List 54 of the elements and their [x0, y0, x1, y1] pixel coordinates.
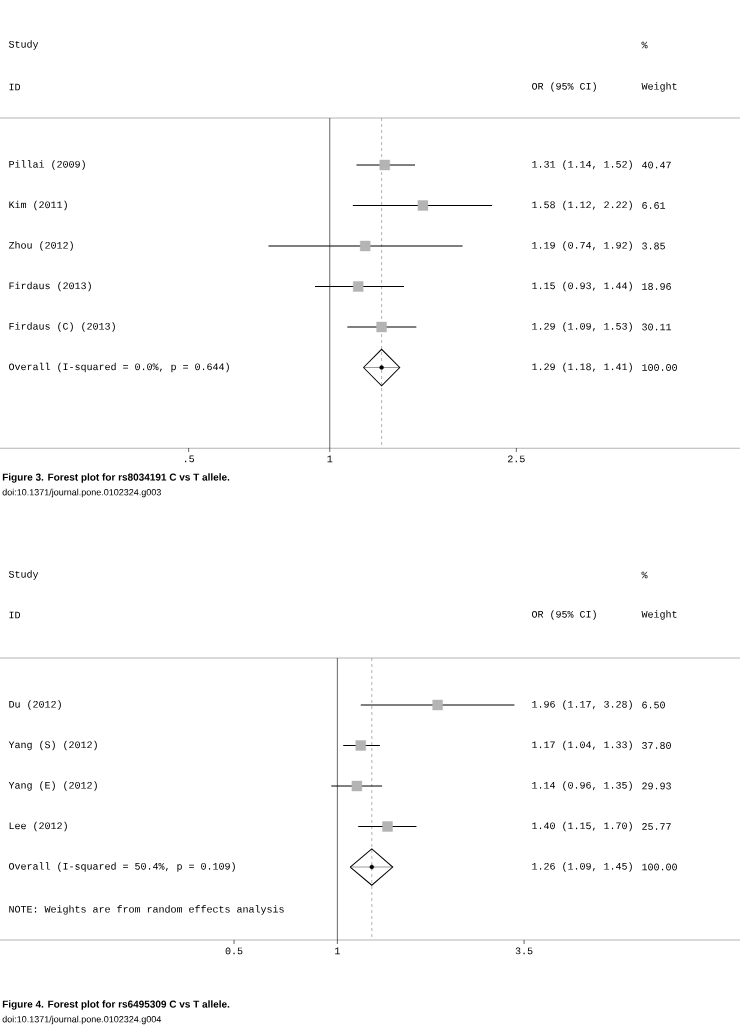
text: Figure 3. Forest plot for rs8034191 C vs T allele. — [2, 473, 230, 483]
text: Weight — [641, 610, 677, 620]
annotation: 1.31 (1.14, 1.52) — [532, 160, 632, 170]
text: Weight — [641, 82, 677, 92]
category-label: Du (2012) — [9, 700, 61, 710]
annotation: 1.29 (1.18, 1.41) — [532, 362, 632, 373]
x-tick-label: 1 — [335, 947, 340, 955]
category-label: Pillai (2009) — [9, 160, 85, 170]
text: Study — [8, 570, 39, 580]
category-label: Yang (S) (2012) — [8, 740, 97, 751]
text: Figure 4. Forest plot for rs6495309 C vs T allele. — [2, 1000, 230, 1010]
category-label: Kim (2011) — [9, 200, 67, 211]
text: Study — [8, 40, 39, 50]
annotation: 18.96 — [642, 283, 671, 290]
x-tick-label: .5 — [185, 455, 194, 463]
x-tick-label: 3.5 — [515, 947, 533, 955]
x-tick-label: 1 — [327, 455, 333, 463]
category-label: Overall (I-squared = 50.4%, p = 0.109) — [9, 862, 235, 872]
annotation: 3.85 — [642, 242, 665, 250]
text: doi:10.1371/journal.pone.0102324.g004 — [2, 1015, 162, 1025]
text: OR (95% CI) — [532, 82, 596, 92]
category-label: Firdaus (2013) — [9, 281, 91, 292]
text: doi:10.1371/journal.pone.0102324.g003 — [2, 488, 161, 498]
x-tick-label: 2.5 — [508, 455, 525, 463]
category-label: Overall (I-squared = 0.0%, p = 0.644) — [9, 362, 229, 373]
text: % — [641, 571, 648, 579]
annotation: 1.17 (1.04, 1.33) — [532, 740, 632, 751]
text: OR (95% CI) — [532, 610, 596, 620]
category-label: Yang (E) (2012) — [8, 781, 97, 791]
annotation: 1.96 (1.17, 3.28) — [532, 700, 632, 710]
annotation: 1.15 (0.93, 1.44) — [532, 281, 632, 292]
text: % — [641, 41, 648, 49]
category-label: Firdaus (C) (2013) — [9, 322, 115, 332]
annotation: 6.50 — [642, 701, 665, 709]
annotation: 25.77 — [642, 823, 671, 830]
annotation: 6.61 — [642, 202, 666, 209]
x-tick-label: 0.5 — [225, 947, 243, 955]
annotation: 37.80 — [642, 742, 671, 749]
annotation: 1.14 (0.96, 1.35) — [532, 781, 632, 791]
annotation: 1.19 (0.74, 1.92) — [532, 241, 632, 251]
text: ID — [9, 83, 21, 91]
category-label: Zhou (2012) — [8, 241, 73, 251]
text: NOTE: Weights are from random effects analysis — [9, 905, 284, 915]
annotation: 29.93 — [642, 782, 671, 790]
annotation: 100.00 — [642, 863, 677, 871]
annotation: 100.00 — [642, 364, 677, 371]
annotation: 40.47 — [642, 161, 671, 169]
category-label: Lee (2012) — [9, 821, 67, 832]
annotation: 1.58 (1.12, 2.22) — [532, 200, 632, 211]
annotation: 1.29 (1.09, 1.53) — [532, 322, 632, 332]
annotation: 1.40 (1.15, 1.70) — [532, 821, 632, 832]
annotation: 1.26 (1.09, 1.45) — [532, 862, 632, 872]
annotation: 30.11 — [642, 323, 672, 331]
text: ID — [9, 611, 21, 619]
